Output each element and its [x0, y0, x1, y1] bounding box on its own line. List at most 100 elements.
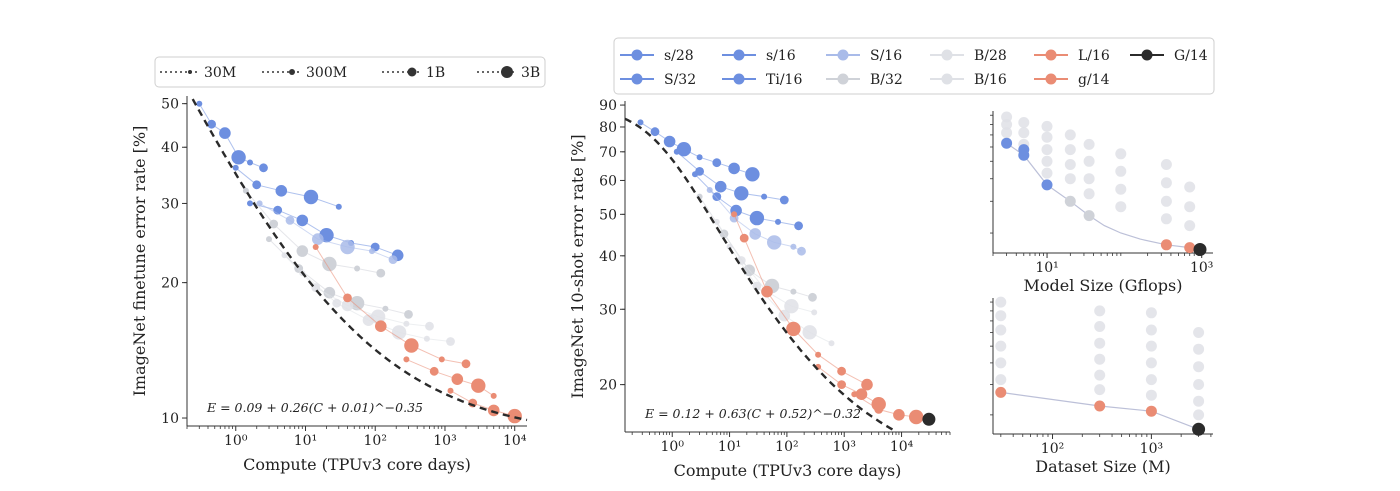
y-tick-label: 70	[599, 145, 617, 161]
data-point	[312, 233, 324, 245]
legend-marker	[733, 73, 745, 85]
data-point	[726, 243, 733, 250]
data-point	[761, 193, 768, 200]
y-tick-label: 80	[599, 120, 617, 136]
legend-marker	[837, 49, 849, 61]
data-point	[1193, 379, 1205, 390]
data-point	[303, 189, 319, 205]
legend-label: 1B	[426, 65, 445, 81]
data-point	[312, 244, 319, 250]
data-point	[1083, 210, 1095, 222]
data-point	[794, 221, 803, 231]
x-tick-label: 10⁰	[224, 433, 248, 449]
data-point	[1018, 127, 1030, 139]
data-point	[745, 167, 760, 182]
y-tick-label: 40	[161, 140, 179, 156]
fit-curve	[624, 117, 897, 433]
data-point	[775, 218, 781, 225]
data-point	[425, 321, 434, 331]
legend-label: B/16	[974, 72, 1007, 88]
x-tick-label: 10³	[433, 433, 456, 449]
fit-formula: E = 0.09 + 0.26(C + 0.01)^−0.35	[206, 400, 423, 415]
data-point	[1115, 201, 1127, 213]
data-point	[471, 378, 486, 393]
data-point	[340, 239, 355, 255]
data-point	[731, 211, 738, 218]
data-point	[909, 409, 924, 425]
data-point	[1064, 129, 1076, 141]
data-point	[692, 171, 698, 178]
data-point	[507, 408, 522, 424]
data-point	[232, 164, 239, 171]
data-point	[797, 246, 806, 256]
x-tick-label: 10²	[775, 439, 798, 455]
series-line	[198, 103, 264, 169]
data-point	[1145, 307, 1157, 319]
legend-label: s/28	[664, 48, 694, 64]
data-point	[1041, 144, 1053, 156]
legend-marker	[733, 49, 745, 61]
legend-marker	[941, 73, 953, 85]
data-point	[749, 228, 761, 240]
data-point	[893, 409, 905, 421]
legend-marker	[941, 49, 953, 61]
legend-frame	[613, 37, 1215, 95]
y-tick-label: 50	[161, 97, 179, 113]
x-tick-label: 10²	[1041, 441, 1064, 457]
data-point	[281, 252, 288, 259]
data-point	[1145, 374, 1157, 386]
x-axis-label: Compute (TPUv3 core days)	[243, 455, 471, 474]
series-line	[450, 390, 515, 417]
legend-marker	[407, 67, 417, 77]
data-point	[362, 314, 375, 327]
fit-formula: E = 0.12 + 0.63(C + 0.52)^−0.32	[644, 406, 861, 421]
data-point	[713, 218, 720, 225]
x-tick-label: 10⁰	[661, 439, 685, 455]
y-tick-label: 90	[599, 98, 617, 114]
data-point	[1094, 321, 1106, 332]
data-point	[446, 337, 455, 346]
data-point	[786, 321, 801, 337]
data-point	[1160, 177, 1172, 189]
data-point	[490, 392, 497, 399]
y-tick-label: 60	[599, 173, 617, 189]
data-point	[1184, 220, 1196, 232]
data-point	[1001, 137, 1013, 149]
data-point	[1041, 167, 1053, 179]
series-line	[733, 214, 868, 386]
y-tick-label: 50	[599, 207, 617, 223]
data-point	[712, 158, 722, 168]
data-point	[256, 200, 263, 207]
data-point	[1064, 159, 1076, 170]
data-point	[749, 210, 765, 226]
data-point	[1083, 155, 1095, 167]
x-tick-label: 10¹	[1035, 260, 1058, 276]
legend-marker	[837, 73, 849, 85]
data-point	[828, 340, 835, 347]
data-point	[231, 150, 246, 165]
data-point	[1041, 131, 1053, 143]
data-point	[322, 256, 337, 272]
data-point	[403, 356, 410, 363]
data-point	[861, 378, 873, 391]
data-point	[1115, 183, 1127, 195]
data-point	[1041, 120, 1053, 132]
chart-finetune: 10⁰ 10¹ 10² 10³ 10⁴ 10 20 30 40 50 Compute (TPUv3 …	[130, 96, 528, 474]
data-point	[259, 163, 268, 173]
data-point	[404, 310, 413, 319]
data-point	[343, 293, 352, 303]
x-tick-label: 10⁴	[890, 439, 914, 455]
data-point	[382, 305, 389, 312]
data-point	[1160, 213, 1172, 225]
legend-frame	[154, 56, 546, 88]
data-point	[438, 356, 445, 363]
legend-label: S/32	[664, 72, 696, 88]
data-point	[207, 119, 217, 129]
x-tick-label: 10³	[833, 439, 856, 455]
data-point	[332, 298, 342, 308]
data-point	[1094, 305, 1106, 317]
data-point	[354, 265, 361, 272]
data-point	[1184, 242, 1196, 254]
data-point	[663, 135, 676, 148]
